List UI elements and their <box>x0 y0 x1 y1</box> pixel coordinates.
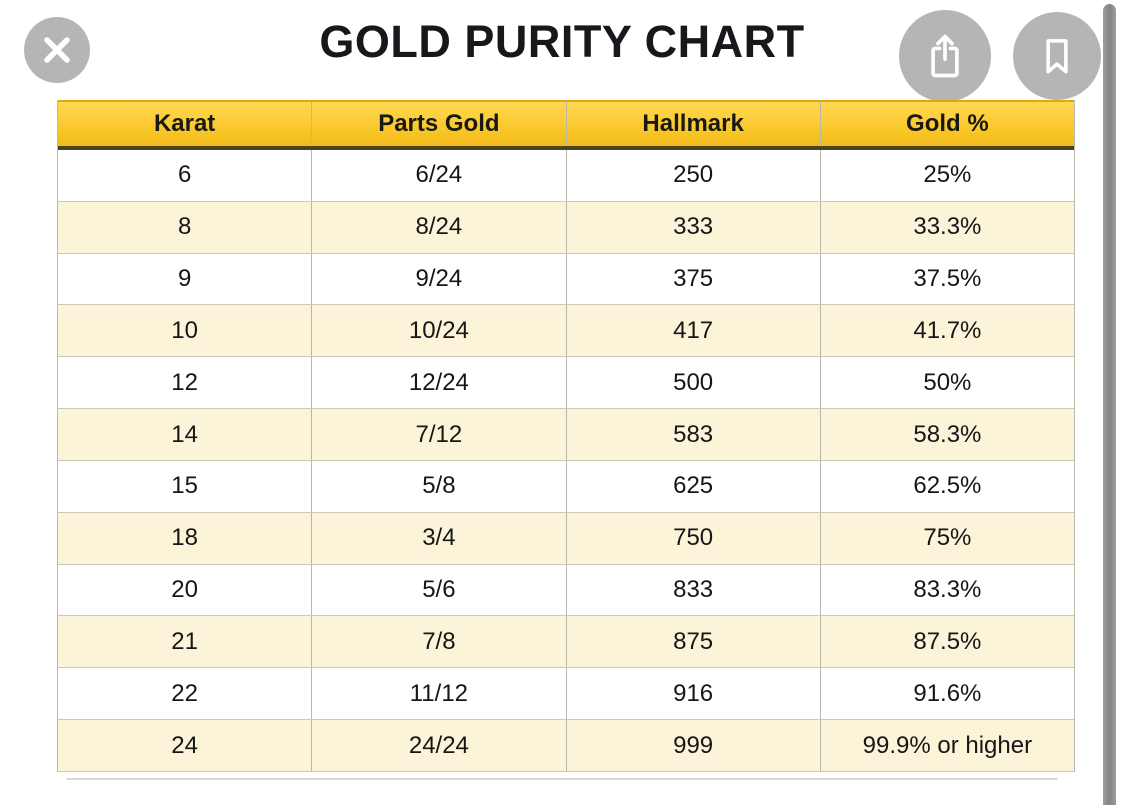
column-header: Karat <box>153 110 216 137</box>
table-cell: 750 <box>565 512 820 564</box>
table-cell: 417 <box>565 305 820 357</box>
share-icon <box>919 30 971 82</box>
page-title: GOLD PURITY CHART <box>319 16 805 67</box>
scrollbar-thumb[interactable] <box>1103 4 1116 805</box>
table-cell: 10 <box>171 316 198 344</box>
table-cell: 25% <box>819 150 1074 201</box>
column-header: Gold % <box>819 102 1074 146</box>
table-cell: 999 <box>565 720 820 771</box>
table-row: 8 8/24 333 33.3% <box>58 201 1074 254</box>
bookmark-button[interactable] <box>1013 12 1101 100</box>
table-cell: 250 <box>565 150 820 201</box>
table-row: 14 7/12 583 58.3% <box>58 409 1074 461</box>
table-cell: 22 <box>171 679 198 707</box>
table-bottom-shadow <box>66 778 1058 780</box>
table-cell: 6/24 <box>311 150 565 201</box>
table-row: 21 7/8 875 87.5% <box>58 616 1074 669</box>
bookmark-icon <box>1032 31 1082 81</box>
close-button[interactable] <box>24 17 90 83</box>
table-cell: 87.5% <box>819 616 1074 668</box>
table-row: 22 11/12 916 91.6% <box>58 668 1074 721</box>
table-row: 10 10/24 417 41.7% <box>58 305 1074 358</box>
table-cell: 83.3% <box>819 564 1074 616</box>
table-cell: 75% <box>819 512 1074 564</box>
table-row: 24 24/24 999 99.9% or higher <box>58 720 1074 772</box>
table-cell: 583 <box>565 409 820 460</box>
table-cell: 916 <box>565 668 820 720</box>
table-header-row: Karat Parts Gold Hallmark Gold % <box>58 100 1074 150</box>
table-cell: 21 <box>171 627 198 655</box>
table-cell: 37.5% <box>819 253 1074 305</box>
column-header: Hallmark <box>565 102 820 146</box>
table-row: 9 9/24 375 37.5% <box>58 253 1074 306</box>
table-cell: 11/12 <box>311 668 565 720</box>
table-cell: 24/24 <box>311 720 565 771</box>
table-cell: 5/8 <box>311 460 565 512</box>
table-cell: 62.5% <box>819 460 1074 512</box>
table-cell: 8 <box>177 213 192 241</box>
table-cell: 50% <box>819 357 1074 409</box>
table-cell: 9/24 <box>311 253 565 305</box>
table-row: 6 6/24 250 25% <box>58 150 1074 202</box>
table-cell: 33.3% <box>819 201 1074 253</box>
table-cell: 58.3% <box>819 409 1074 460</box>
table-body: 6 6/24 250 25% 8 8/24 333 33.3% 9 9/24 375 37.5% 10 1… <box>58 150 1074 772</box>
table-cell: 833 <box>565 564 820 616</box>
table-cell: 91.6% <box>819 668 1074 720</box>
table-cell: 3/4 <box>311 512 565 564</box>
column-header: Parts Gold <box>311 102 565 146</box>
table-cell: 5/6 <box>311 564 565 616</box>
table-cell: 20 <box>171 576 198 604</box>
table-cell: 7/12 <box>311 409 565 460</box>
table-cell: 99.9% or higher <box>819 720 1074 771</box>
table-cell: 14 <box>171 420 198 448</box>
share-button[interactable] <box>899 10 991 102</box>
gold-purity-table: Karat Parts Gold Hallmark Gold % 6 6/24 250 25… <box>57 100 1075 772</box>
table-cell: 6 <box>177 161 192 189</box>
table-cell: 375 <box>565 253 820 305</box>
table-cell: 7/8 <box>311 616 565 668</box>
table-cell: 9 <box>177 265 192 293</box>
table-cell: 625 <box>565 460 820 512</box>
table-cell: 12/24 <box>311 357 565 409</box>
close-icon <box>39 32 75 68</box>
table-cell: 500 <box>565 357 820 409</box>
table-row: 15 5/8 625 62.5% <box>58 460 1074 513</box>
table-cell: 333 <box>565 201 820 253</box>
table-cell: 875 <box>565 616 820 668</box>
table-cell: 8/24 <box>311 201 565 253</box>
table-cell: 18 <box>171 524 198 552</box>
table-cell: 15 <box>171 472 198 500</box>
table-cell: 24 <box>171 731 198 759</box>
table-row: 18 3/4 750 75% <box>58 512 1074 565</box>
table-cell: 12 <box>171 368 198 396</box>
table-row: 12 12/24 500 50% <box>58 357 1074 410</box>
table-cell: 10/24 <box>311 305 565 357</box>
table-cell: 41.7% <box>819 305 1074 357</box>
table-row: 20 5/6 833 83.3% <box>58 564 1074 617</box>
